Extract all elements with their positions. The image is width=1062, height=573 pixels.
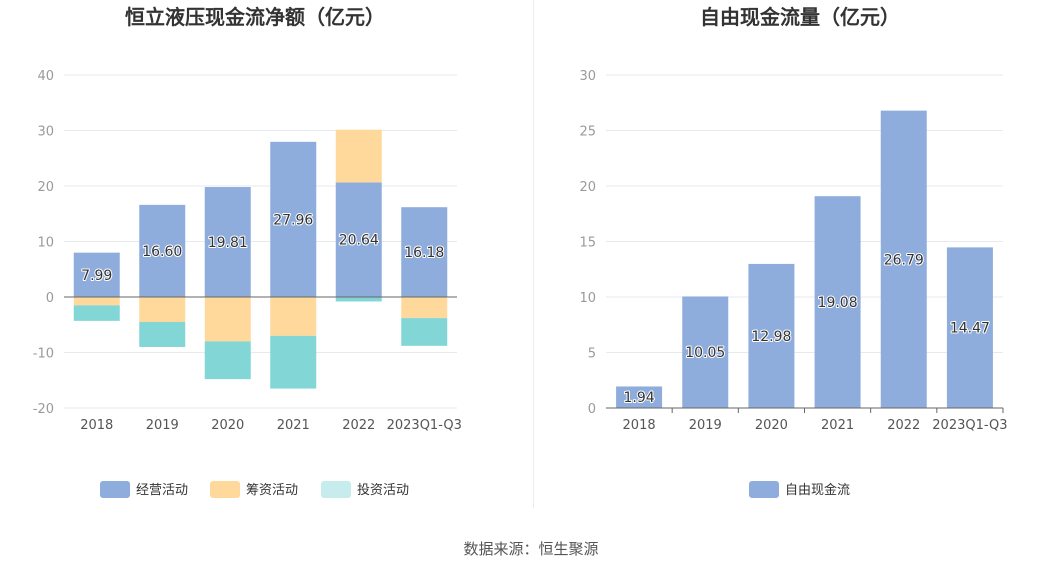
- data-source: 数据来源：恒生聚源: [0, 538, 1062, 559]
- right-y-tick-label: 20: [579, 180, 596, 195]
- right-y-tick-label: 25: [579, 125, 596, 140]
- left-y-tick-label: 40: [37, 69, 54, 84]
- left-y-tick-label: -10: [33, 347, 54, 362]
- right-x-tick-label: 2018: [623, 418, 656, 433]
- right-data-label: 14.47: [950, 321, 990, 337]
- left-y-tick-label: 0: [46, 291, 54, 306]
- left-data-label: 19.81: [208, 235, 248, 251]
- right-y-tick-label: 5: [588, 347, 596, 362]
- left-y-tick-label: 10: [37, 236, 54, 251]
- right-bar-free-cash-flow: [616, 386, 663, 408]
- left-legend-swatch: [321, 481, 351, 498]
- left-x-tick-label: 2021: [277, 418, 310, 433]
- left-y-tick-label: -20: [33, 402, 54, 417]
- left-bar-operating: [335, 182, 382, 297]
- right-data-label: 19.08: [818, 295, 858, 311]
- left-data-label: 16.18: [404, 245, 444, 261]
- right-legend: 自由现金流: [749, 481, 850, 498]
- panel-divider: [533, 0, 534, 508]
- right-x-tick-label: 2023Q1-Q3: [932, 418, 1007, 433]
- right-data-label: 12.98: [751, 329, 791, 345]
- left-legend: 经营活动 筹资活动 投资活动: [100, 481, 409, 498]
- left-legend-label: 经营活动: [136, 483, 188, 498]
- left-legend-label: 投资活动: [357, 482, 409, 498]
- left-bar-operating: [270, 141, 317, 297]
- right-bar-free-cash-flow: [748, 263, 795, 408]
- left-axis: -20 -10 0 10 20 30 40 2018 2019 2020 2021 2022 2023Q…: [33, 69, 462, 433]
- left-y-tick-label: 30: [37, 125, 54, 140]
- right-axis: 0 5 10 15 20 25 30 2018 2019 2020 2021 2022 2023Q1-Q…: [579, 69, 1007, 433]
- left-bar-investing: [401, 318, 448, 346]
- right-legend-label: 自由现金流: [785, 482, 850, 498]
- left-bar-financing: [270, 297, 317, 336]
- right-x-tick-label: 2019: [689, 418, 722, 433]
- left-gridlines: [64, 74, 457, 409]
- source-label: 数据来源：: [463, 540, 539, 558]
- right-chart-title: 自由现金流量（亿元）: [700, 5, 900, 29]
- right-data-label: 1.94: [623, 390, 654, 406]
- right-x-tick-label: 2021: [821, 418, 854, 433]
- left-data-label: 16.60: [142, 244, 182, 260]
- left-legend-swatch: [210, 481, 240, 498]
- right-bar-free-cash-flow: [814, 196, 861, 408]
- left-bar-investing: [139, 321, 186, 347]
- left-x-tick-label: 2019: [146, 418, 179, 433]
- left-bar-financing: [139, 297, 186, 322]
- left-bar-investing: [270, 335, 317, 389]
- right-x-tick-label: 2020: [755, 418, 788, 433]
- left-y-tick-label: 20: [37, 180, 54, 195]
- left-bar-financing: [335, 129, 382, 183]
- left-legend-swatch: [100, 481, 130, 498]
- left-bar-operating: [73, 252, 120, 297]
- left-legend-label: 筹资活动: [246, 482, 298, 498]
- left-bar-operating: [204, 187, 251, 297]
- right-data-label: 10.05: [685, 345, 725, 361]
- right-bar-free-cash-flow: [946, 247, 993, 408]
- left-x-tick-label: 2022: [342, 418, 375, 433]
- right-data-label: 26.79: [884, 252, 924, 268]
- cash-flow-net-chart: 恒立液压现金流净额（亿元） -20 -10 0 10 20 30 40 2018 2019 202…: [33, 5, 462, 498]
- left-x-tick-label: 2018: [80, 418, 113, 433]
- left-bar-operating: [401, 207, 448, 297]
- right-y-tick-label: 0: [588, 402, 596, 417]
- left-data-label: 20.64: [339, 233, 379, 249]
- right-bars: [616, 110, 993, 409]
- left-data-label: 27.96: [273, 212, 313, 228]
- right-x-tick-label: 2022: [887, 418, 920, 433]
- left-data-labels: 7.99 16.60 19.81 27.96 20.64 16.18: [80, 211, 445, 284]
- left-bar-investing: [204, 341, 251, 380]
- right-bar-free-cash-flow: [682, 296, 729, 408]
- right-data-labels: 1.94 10.05 12.98 19.08 26.79 14.47: [622, 251, 990, 407]
- right-y-tick-label: 10: [579, 291, 596, 306]
- left-bar-operating: [139, 204, 186, 297]
- left-x-tick-label: 2023Q1-Q3: [387, 418, 462, 433]
- left-bar-financing: [401, 297, 448, 319]
- left-x-tick-label: 2020: [211, 418, 244, 433]
- left-data-label: 7.99: [81, 268, 112, 284]
- source-name: 恒生聚源: [538, 540, 599, 558]
- free-cash-flow-chart: 自由现金流量（亿元） 0 5 10 15 20 25 30 2018 2019 2020 2021 2…: [579, 5, 1008, 498]
- right-y-tick-label: 30: [579, 69, 596, 84]
- left-bar-financing: [73, 297, 120, 306]
- left-chart-title: 恒立液压现金流净额（亿元）: [125, 5, 385, 29]
- left-bar-investing: [335, 297, 382, 302]
- right-bar-free-cash-flow: [880, 110, 927, 409]
- left-bars: [73, 129, 448, 389]
- right-legend-swatch: [749, 481, 779, 498]
- right-y-tick-label: 15: [579, 236, 596, 251]
- left-bar-financing: [204, 297, 251, 342]
- right-gridlines: [606, 74, 1003, 353]
- left-bar-investing: [73, 305, 120, 321]
